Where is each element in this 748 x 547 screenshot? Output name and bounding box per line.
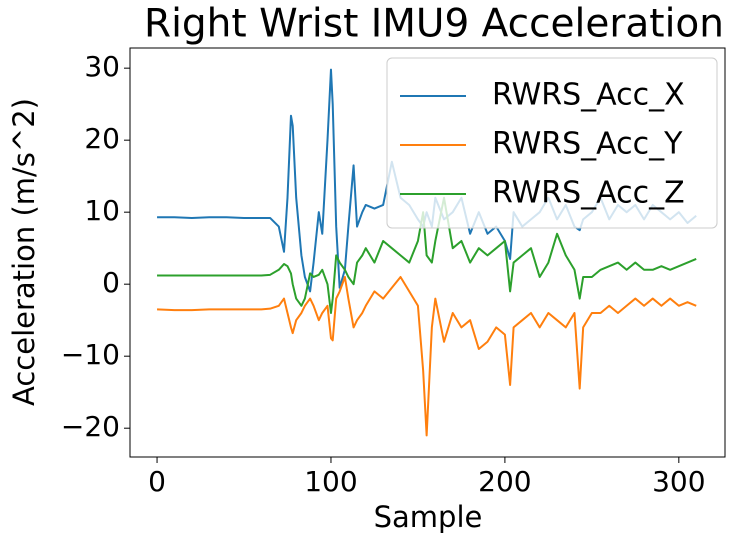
y-tick-label: −10	[61, 338, 120, 371]
y-tick-label: 0	[102, 266, 120, 299]
plot-frame	[129, 47, 726, 458]
data-line	[157, 196, 697, 314]
y-tick-label: 20	[84, 122, 120, 155]
y-tick-label: 30	[84, 50, 120, 83]
x-tick-label: 0	[148, 465, 166, 498]
legend-label: RWRS_Acc_Z	[492, 176, 685, 211]
x-axis-label: Sample	[374, 500, 483, 534]
y-tick-label: 10	[84, 194, 120, 227]
y-tick-label: −20	[61, 410, 120, 443]
chart-title: Right Wrist IMU9 Acceleration	[144, 2, 724, 47]
legend-label: RWRS_Acc_X	[492, 78, 685, 113]
x-tick-label: 200	[478, 465, 531, 498]
legend-box	[386, 57, 718, 229]
legend-label: RWRS_Acc_Y	[492, 127, 683, 162]
data-line	[157, 275, 697, 437]
y-axis-label: Acceleration (m/s^2)	[7, 98, 41, 406]
x-tick-label: 100	[304, 465, 357, 498]
x-tick-label: 300	[652, 465, 705, 498]
